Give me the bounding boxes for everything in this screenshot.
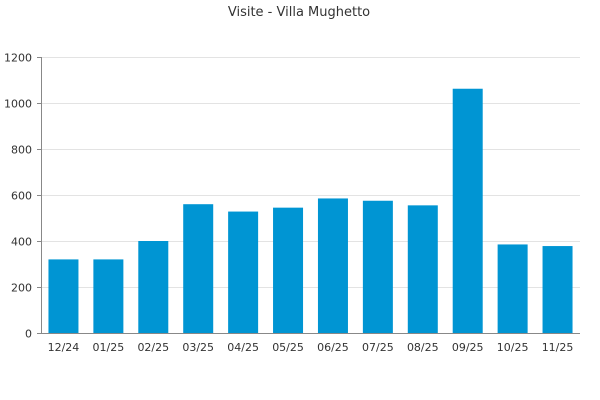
y-tick-labels: 0 200 400 600 800 1000 1200 [4,52,32,341]
axes [37,57,580,334]
x-tick-label: 01/25 [93,341,125,354]
y-tick-label: 600 [11,190,32,203]
y-tick-label: 1000 [4,98,32,111]
x-tick-label: 06/25 [317,341,349,354]
bar [452,88,483,334]
bar [542,246,573,333]
x-tick-label: 05/25 [272,341,304,354]
bar [317,198,348,333]
x-tick-label: 08/25 [407,341,439,354]
y-tick-label: 1200 [4,52,32,65]
x-tick-label: 02/25 [137,341,169,354]
chart-title: Visite - Villa Mughetto [228,5,370,20]
x-tick-label: 11/25 [542,341,574,354]
x-tick-label: 04/25 [227,341,259,354]
bar [138,241,169,333]
bars [48,88,573,334]
x-tick-label: 10/25 [497,341,529,354]
y-tick-label: 400 [11,236,32,249]
bar [362,200,393,333]
x-tick-label: 03/25 [182,341,214,354]
bar [48,259,79,333]
bar [183,204,214,333]
y-tick-label: 800 [11,144,32,157]
gridlines [41,57,580,288]
y-tick-label: 200 [11,282,32,295]
y-tick-label: 0 [25,328,32,341]
x-tick-labels: 12/24 01/25 02/25 03/25 04/25 05/25 06/25 07/25… [48,341,574,354]
bar [273,207,304,333]
x-tick-label: 12/24 [48,341,80,354]
x-tick-label: 07/25 [362,341,394,354]
x-tick-label: 09/25 [452,341,484,354]
bar [497,244,528,333]
bar [93,259,124,333]
bar [228,211,259,333]
bar [407,205,438,333]
